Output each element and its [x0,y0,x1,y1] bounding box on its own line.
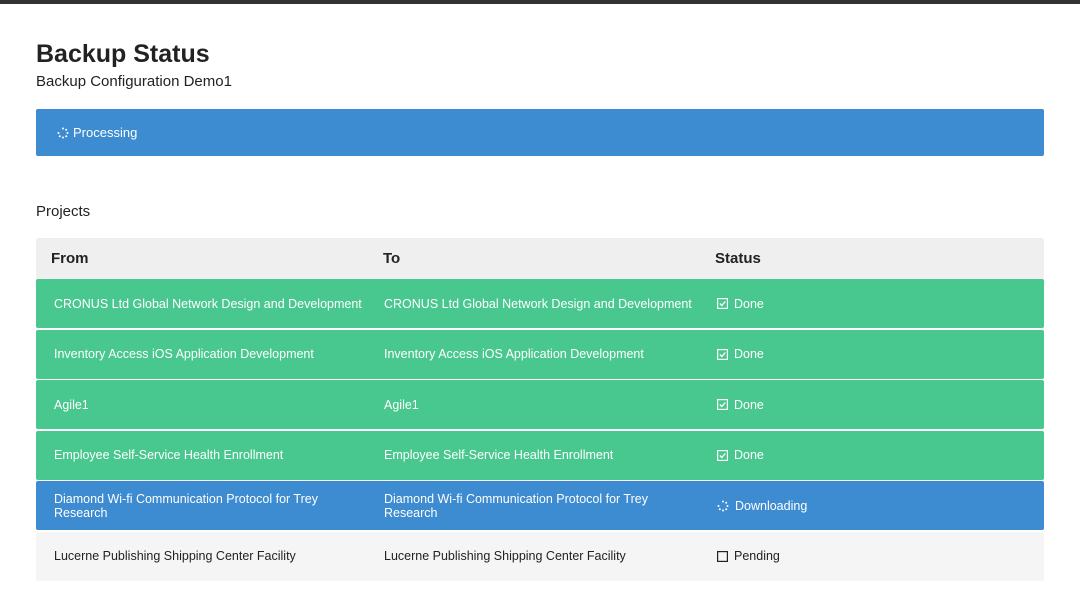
table-row[interactable]: Agile1 Agile1 Done [36,380,1044,430]
column-header: Status [715,250,761,267]
column-header: From [51,250,89,267]
status-cell: Downloading [697,499,807,513]
status-text: Done [734,296,764,311]
from-cell: CRONUS Ltd Global Network Design and Dev… [54,296,362,311]
from-cell: Employee Self-Service Health Enrollment [54,448,284,463]
subtitle: Backup Configuration Demo1 [36,73,232,90]
to-cell: Employee Self-Service Health Enrollment [384,448,614,463]
page-title: Backup Status [36,40,210,68]
status-text: Pending [734,549,780,564]
status-text: Done [734,397,764,412]
empty-box-icon [717,550,728,562]
status-cell: Pending [697,549,780,563]
to-cell: Inventory Access iOS Application Develop… [384,347,644,362]
status-banner: Processing [36,109,1044,156]
status-cell: Done [697,448,764,462]
table-body: CRONUS Ltd Global Network Design and Dev… [36,279,1044,581]
projects-table: From To Status CRONUS Ltd Global Network… [36,238,1044,583]
section-title: Projects [36,203,91,220]
check-icon [717,449,728,461]
table-header: From To Status [36,238,1044,279]
check-icon [717,298,728,309]
check-icon [717,399,728,411]
status-cell: Done [697,347,764,361]
column-header: To [383,250,401,267]
status-text: Done [734,347,764,362]
table-row[interactable]: Employee Self-Service Health Enrollment … [36,430,1044,480]
spinner-icon [717,500,729,512]
top-bar [0,0,1080,4]
table-row[interactable]: Lucerne Publishing Shipping Center Facil… [36,531,1044,581]
status-cell: Done [697,398,764,412]
table-row[interactable]: Inventory Access iOS Application Develop… [36,329,1044,379]
table-row[interactable]: Diamond Wi-fi Communication Protocol for… [36,481,1044,531]
to-cell: Agile1 [384,397,419,412]
status-text: Downloading [735,498,808,513]
to-cell: Lucerne Publishing Shipping Center Facil… [384,549,626,564]
banner-text: Processing [73,125,138,140]
table-row[interactable]: CRONUS Ltd Global Network Design and Dev… [36,279,1044,328]
from-cell: Lucerne Publishing Shipping Center Facil… [54,549,296,564]
to-cell: CRONUS Ltd Global Network Design and Dev… [384,296,692,311]
status-cell: Done [697,297,764,311]
status-text: Done [734,448,764,463]
to-cell: Diamond Wi-fi Communication Protocol for… [384,491,648,520]
from-cell: Inventory Access iOS Application Develop… [54,347,314,362]
check-icon [717,348,728,360]
from-cell: Diamond Wi-fi Communication Protocol for… [54,491,318,520]
from-cell: Agile1 [54,397,89,412]
spinner-icon [57,127,69,138]
